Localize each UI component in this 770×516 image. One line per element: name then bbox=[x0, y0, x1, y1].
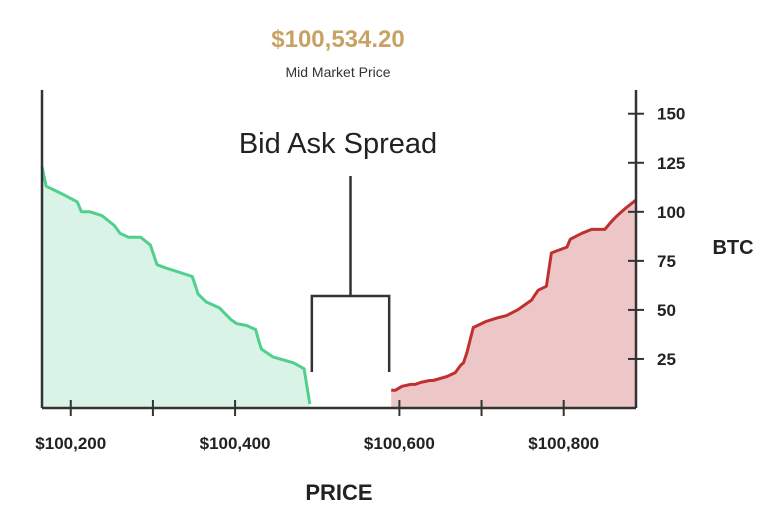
ask-depth-area bbox=[391, 200, 636, 408]
x-tick-label: $100,600 bbox=[364, 434, 435, 453]
x-axis-label: PRICE bbox=[305, 480, 372, 505]
y-ticks: 25 50 75 100 125 150 bbox=[628, 105, 685, 369]
depth-areas bbox=[40, 166, 637, 408]
spread-bracket-lines bbox=[310, 176, 391, 372]
mid-market-price-label: Mid Market Price bbox=[285, 64, 390, 80]
y-tick-label: 50 bbox=[657, 301, 676, 320]
mid-market-price: $100,534.20 bbox=[271, 26, 404, 53]
ask-depth-line bbox=[391, 198, 637, 392]
x-ticks: $100,200 $100,400 $100,600 $100,800 bbox=[35, 400, 599, 453]
y-tick-label: 125 bbox=[657, 154, 685, 173]
y-axis-label: BTC bbox=[712, 237, 753, 259]
y-tick-label: 75 bbox=[657, 252, 676, 271]
y-tick-label: 25 bbox=[657, 350, 676, 369]
x-tick-label: $100,800 bbox=[528, 434, 599, 453]
x-tick-label: $100,400 bbox=[200, 434, 271, 453]
x-tick-label: $100,200 bbox=[35, 434, 106, 453]
bid-depth-area bbox=[42, 166, 310, 408]
bid-ask-spread-label: Bid Ask Spread bbox=[239, 128, 437, 160]
bid-depth-line bbox=[40, 166, 312, 405]
y-tick-label: 100 bbox=[657, 203, 685, 222]
spread-bracket bbox=[310, 176, 391, 372]
y-tick-label: 150 bbox=[657, 105, 685, 124]
